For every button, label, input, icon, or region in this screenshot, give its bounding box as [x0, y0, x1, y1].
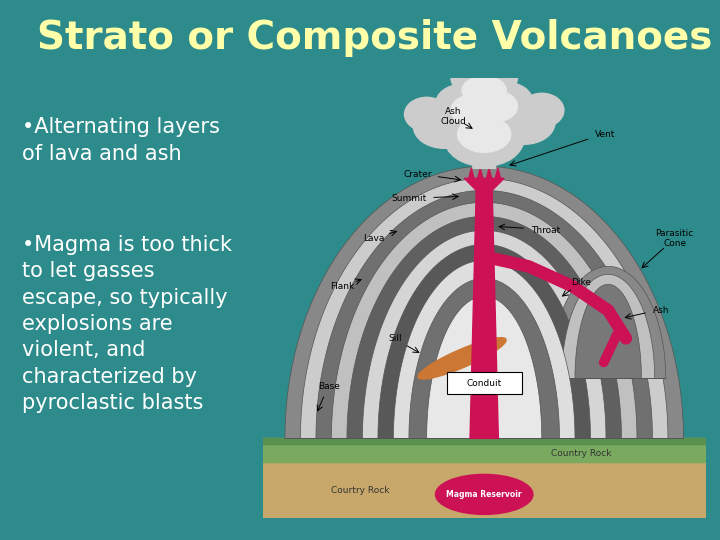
Polygon shape [551, 266, 666, 379]
Ellipse shape [453, 70, 516, 110]
Ellipse shape [444, 110, 524, 166]
Polygon shape [418, 338, 506, 379]
Polygon shape [464, 178, 504, 190]
Ellipse shape [413, 104, 475, 148]
Ellipse shape [472, 366, 488, 387]
Polygon shape [487, 168, 492, 178]
Ellipse shape [458, 116, 510, 152]
Polygon shape [427, 296, 541, 438]
Polygon shape [378, 245, 590, 438]
Bar [263, 438, 706, 462]
Text: Summit: Summit [391, 194, 426, 203]
Text: Flank: Flank [330, 282, 355, 291]
Polygon shape [331, 202, 637, 438]
Text: Base: Base [318, 382, 340, 391]
Polygon shape [470, 190, 498, 438]
Ellipse shape [480, 82, 533, 122]
Ellipse shape [451, 62, 500, 94]
Polygon shape [575, 285, 642, 379]
Text: Vent: Vent [595, 130, 616, 139]
Text: •Magma is too thick
to let gasses
escape, so typically
explosions are
violent, a: •Magma is too thick to let gasses escape… [22, 235, 232, 413]
Ellipse shape [451, 95, 491, 125]
Text: Sill: Sill [389, 334, 402, 343]
Text: Country Rock: Country Rock [552, 449, 612, 458]
Text: Throat: Throat [531, 226, 561, 235]
Ellipse shape [405, 97, 449, 131]
Bar [263, 438, 706, 444]
Polygon shape [362, 231, 606, 438]
Ellipse shape [462, 76, 506, 104]
Polygon shape [409, 278, 559, 438]
Polygon shape [562, 274, 654, 379]
Bar [263, 462, 706, 518]
Polygon shape [469, 168, 474, 178]
Text: Courtry Rock: Courtry Rock [331, 486, 390, 495]
Text: Dike: Dike [572, 278, 592, 287]
Text: Crater: Crater [403, 170, 432, 179]
Text: Ash
Cloud: Ash Cloud [440, 106, 466, 126]
Ellipse shape [493, 100, 555, 144]
Polygon shape [300, 178, 668, 438]
Text: Parasitic
Cone: Parasitic Cone [655, 228, 694, 248]
Text: Conduit: Conduit [467, 379, 502, 388]
Polygon shape [495, 168, 500, 178]
Text: Lava: Lava [363, 234, 384, 243]
Ellipse shape [436, 474, 533, 515]
Polygon shape [469, 146, 500, 168]
Polygon shape [316, 191, 652, 438]
Polygon shape [347, 217, 621, 438]
Text: Ash: Ash [653, 306, 670, 315]
Polygon shape [477, 168, 483, 178]
Polygon shape [285, 166, 683, 438]
Ellipse shape [469, 62, 518, 94]
Text: Strato or Composite Volcanoes: Strato or Composite Volcanoes [37, 19, 712, 57]
Ellipse shape [477, 91, 518, 122]
Text: •Alternating layers
of lava and ash: •Alternating layers of lava and ash [22, 117, 220, 164]
Ellipse shape [436, 84, 489, 124]
Polygon shape [393, 260, 575, 438]
Ellipse shape [520, 93, 564, 127]
FancyBboxPatch shape [446, 373, 522, 394]
Text: Magma Reservoir: Magma Reservoir [446, 490, 522, 499]
